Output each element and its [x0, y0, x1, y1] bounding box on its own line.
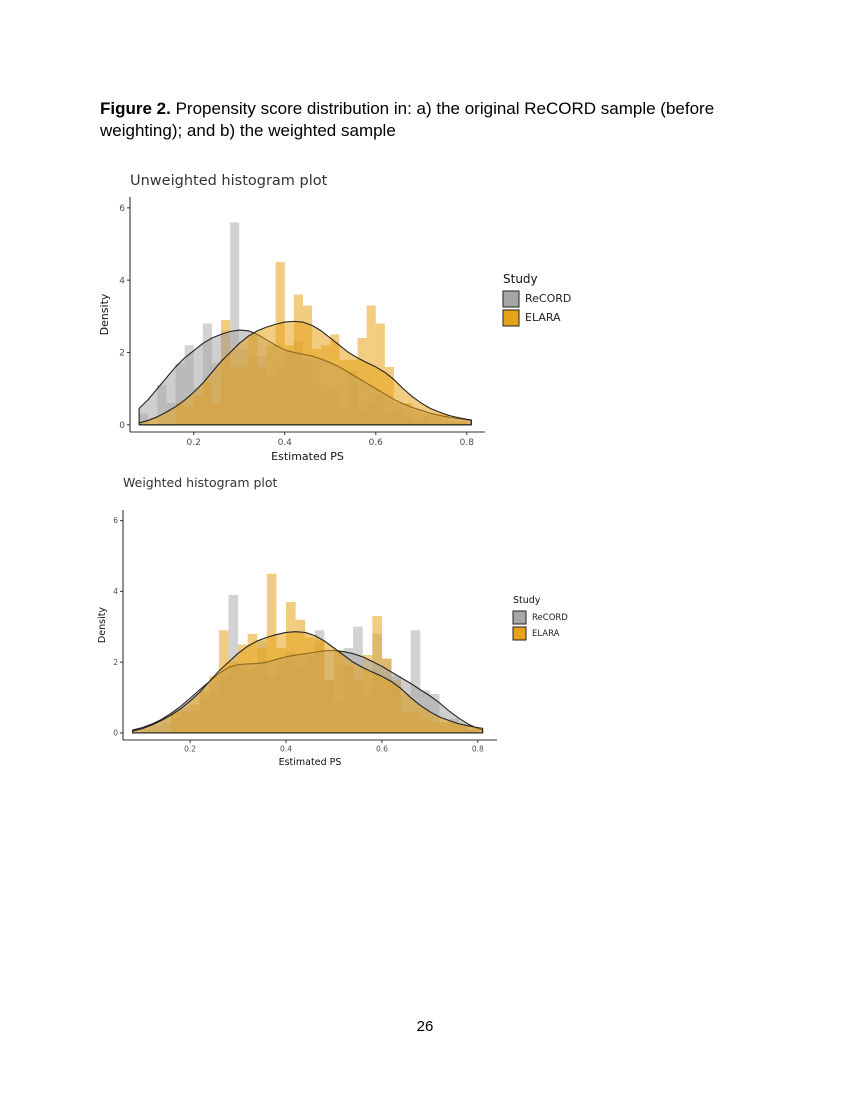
- y-tick-label: 6: [113, 516, 118, 525]
- x-axis-label: Estimated PS: [271, 450, 344, 463]
- x-tick-label: 0.6: [369, 438, 384, 448]
- y-tick-label: 2: [113, 658, 118, 667]
- legend-label-record: ReCORD: [525, 292, 571, 305]
- y-axis-label: Density: [97, 607, 108, 643]
- y-tick-label: 0: [113, 729, 118, 738]
- legend-swatch-elara: [512, 626, 527, 641]
- y-tick-label: 2: [119, 349, 125, 359]
- hist-bar-record: [230, 222, 240, 425]
- legend-label-elara: ELARA: [532, 629, 560, 639]
- density-curves: [138, 320, 472, 426]
- legend-swatch-record: [502, 290, 520, 308]
- x-tick-label: 0.6: [376, 745, 388, 754]
- y-tick-label: 0: [119, 421, 125, 431]
- legend: Study ReCORD ELARA: [502, 272, 571, 327]
- density-curve-elara: [132, 631, 484, 734]
- density-curves: [132, 631, 484, 734]
- hist-bar-record: [410, 630, 421, 733]
- axes: 0 2 4 6 0.2 0.4 0.6 0.8 Estimated PS Density: [98, 197, 485, 463]
- chart-title: Unweighted histogram plot: [130, 173, 328, 189]
- y-tick-label: 4: [119, 276, 125, 286]
- weighted-histogram-chart: Weighted histogram plot 0 2 4 6 0.2 0.4 0.6 0.8 E…: [97, 475, 568, 768]
- legend-label-elara: ELARA: [525, 311, 561, 324]
- x-axis-label: Estimated PS: [279, 757, 342, 768]
- legend-swatch-record: [512, 610, 527, 625]
- legend-title: Study: [503, 272, 538, 286]
- unweighted-histogram-chart: Unweighted histogram plot 0 2 4 6 0.2 0.4 0.6 0.…: [98, 173, 571, 463]
- y-axis-label: Density: [98, 293, 111, 335]
- legend-swatch-elara: [502, 309, 520, 327]
- x-tick-label: 0.4: [278, 438, 293, 448]
- figure-caption: Figure 2. Propensity score distribution …: [100, 98, 740, 142]
- x-tick-label: 0.2: [184, 745, 196, 754]
- legend-label-record: ReCORD: [532, 613, 568, 623]
- legend: Study ReCORD ELARA: [512, 595, 568, 641]
- density-curve-elara: [138, 320, 472, 426]
- y-tick-label: 4: [113, 587, 118, 596]
- y-tick-label: 6: [119, 204, 125, 214]
- figure-caption-text: Propensity score distribution in: a) the…: [100, 99, 715, 140]
- x-tick-label: 0.4: [280, 745, 292, 754]
- x-tick-label: 0.8: [472, 745, 484, 754]
- figure-label: Figure 2.: [100, 99, 171, 118]
- x-tick-label: 0.2: [187, 438, 201, 448]
- x-tick-label: 0.8: [460, 438, 475, 448]
- chart-title: Weighted histogram plot: [123, 475, 278, 490]
- axes: 0 2 4 6 0.2 0.4 0.6 0.8 Estimated PS Density: [97, 510, 497, 768]
- page-number: 26: [416, 1018, 434, 1035]
- legend-title: Study: [513, 595, 541, 606]
